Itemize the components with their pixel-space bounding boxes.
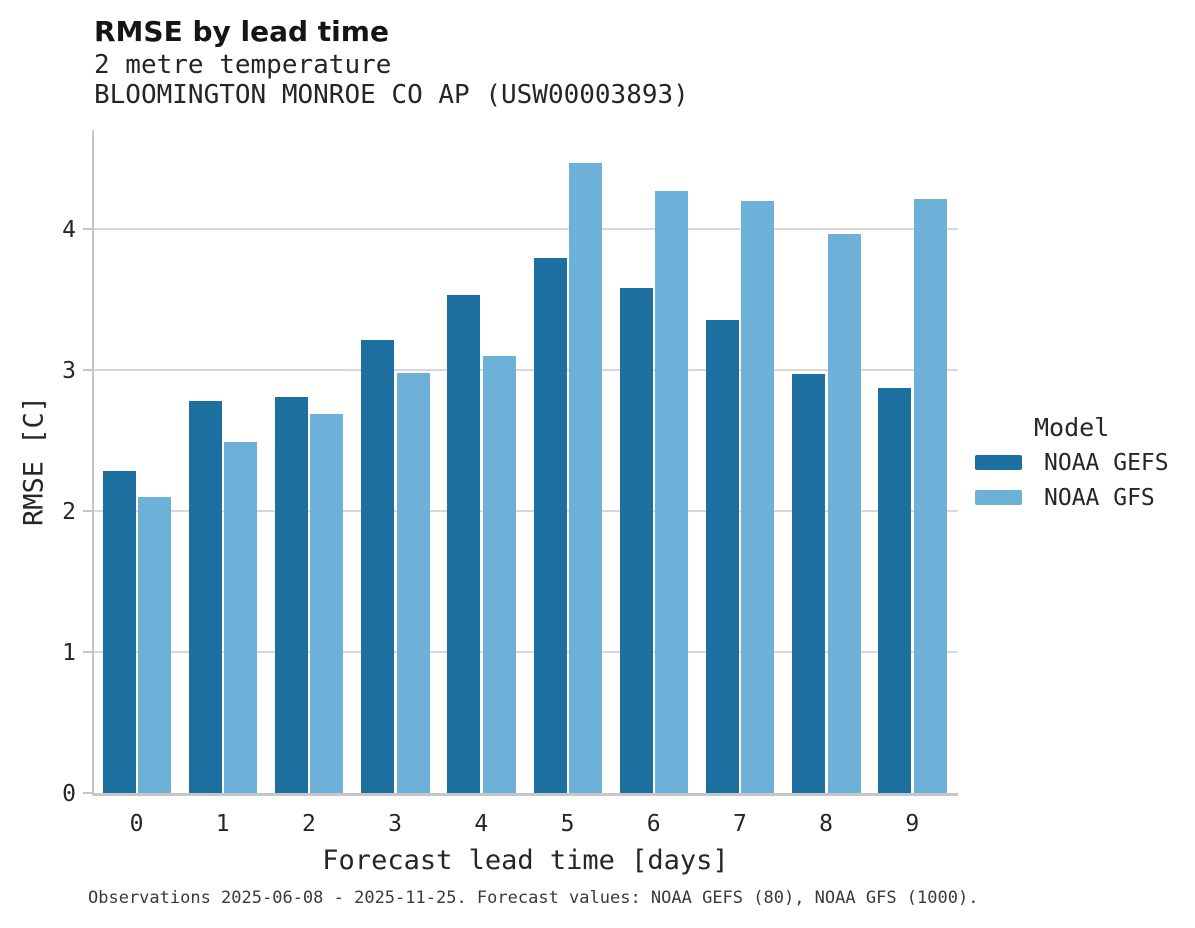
bar-noaa-gfs-lead-2: [310, 413, 344, 793]
bar-noaa-gefs-lead-6: [619, 288, 653, 793]
x-tick-label-4: 4: [474, 811, 489, 837]
x-tick-label-9: 9: [905, 811, 920, 837]
y-tick-label-4: 4: [62, 216, 76, 243]
bar-noaa-gefs-lead-7: [705, 320, 739, 793]
bar-noaa-gfs-lead-3: [396, 372, 430, 793]
legend-title: Model: [1034, 413, 1110, 442]
bar-noaa-gfs-lead-8: [827, 234, 861, 793]
chart-subtitle-station: BLOOMINGTON MONROE CO AP (USW00003893): [94, 80, 689, 110]
bar-noaa-gfs-lead-1: [224, 441, 258, 793]
x-tick-label-1: 1: [215, 811, 230, 837]
x-tick-label-7: 7: [732, 811, 747, 837]
x-tick-label-0: 0: [129, 811, 144, 837]
bar-noaa-gefs-lead-2: [274, 396, 308, 793]
legend-swatch-noaa-gefs: [975, 455, 1022, 470]
y-tick-mark-4: [83, 227, 92, 230]
y-axis-spine: [92, 130, 94, 795]
y-tick-label-2: 2: [62, 498, 76, 525]
y-tick-mark-2: [83, 509, 92, 512]
bar-noaa-gefs-lead-0: [102, 471, 136, 793]
y-tick-mark-1: [83, 650, 92, 653]
x-tick-label-6: 6: [646, 811, 661, 837]
x-tick-label-8: 8: [819, 811, 834, 837]
y-tick-label-0: 0: [62, 781, 76, 807]
y-tick-mark-3: [83, 368, 92, 371]
bar-noaa-gfs-lead-0: [138, 496, 171, 793]
bar-noaa-gfs-lead-7: [741, 200, 775, 793]
legend-swatch-noaa-gfs: [975, 490, 1022, 505]
y-tick-label-1: 1: [62, 639, 76, 666]
bar-noaa-gefs-lead-8: [792, 374, 826, 793]
bar-noaa-gefs-lead-9: [878, 388, 912, 793]
chart-subtitle-variable: 2 metre temperature: [94, 50, 392, 80]
gridline-y-1: [93, 650, 958, 653]
x-tick-label-3: 3: [388, 811, 403, 837]
gridline-y-4: [93, 227, 958, 230]
y-tick-label-3: 3: [62, 357, 76, 384]
x-axis-title: Forecast lead time [days]: [322, 845, 729, 876]
bar-noaa-gefs-lead-1: [188, 400, 222, 793]
bar-noaa-gefs-lead-4: [447, 295, 481, 793]
x-axis-spine: [92, 793, 958, 796]
x-tick-label-5: 5: [560, 811, 575, 837]
gridline-y-2: [93, 509, 958, 512]
x-tick-label-2: 2: [301, 811, 316, 837]
gridline-y-3: [93, 368, 958, 371]
bar-noaa-gfs-lead-4: [482, 355, 516, 793]
legend-label-noaa-gfs: NOAA GFS: [1044, 485, 1155, 511]
bar-noaa-gefs-lead-3: [361, 340, 395, 793]
y-tick-mark-0: [83, 792, 92, 794]
chart-title: RMSE by lead time: [94, 15, 389, 48]
footer-caption: Observations 2025-06-08 - 2025-11-25. Fo…: [88, 888, 979, 908]
bar-noaa-gefs-lead-5: [533, 258, 567, 793]
legend-label-noaa-gefs: NOAA GEFS: [1044, 450, 1169, 476]
bar-noaa-gfs-lead-6: [655, 190, 689, 793]
bar-noaa-gfs-lead-5: [569, 162, 602, 793]
bar-noaa-gfs-lead-9: [913, 199, 947, 793]
